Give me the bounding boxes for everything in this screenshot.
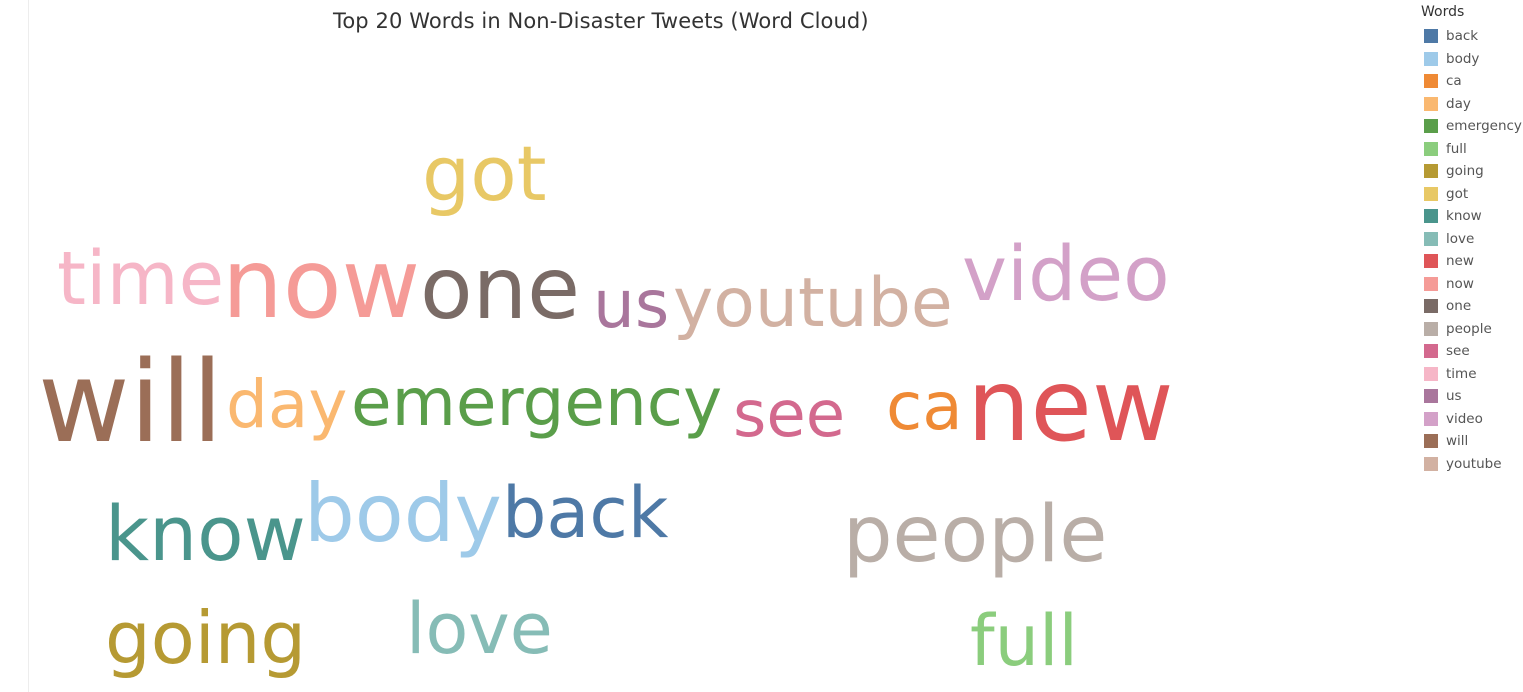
legend-swatch <box>1424 366 1438 381</box>
chart-title: Top 20 Words in Non-Disaster Tweets (Wor… <box>333 9 869 33</box>
legend-label: back <box>1446 28 1479 45</box>
legend-item-new[interactable]: new <box>1421 250 1521 273</box>
legend-label: emergency <box>1446 118 1522 135</box>
legend-item-day[interactable]: day <box>1421 93 1521 116</box>
legend-item-people[interactable]: people <box>1421 318 1521 341</box>
legend-swatch <box>1424 119 1438 134</box>
left-border <box>28 0 29 692</box>
legend-label: new <box>1446 253 1474 270</box>
legend-swatch <box>1424 344 1438 359</box>
legend-swatch <box>1424 74 1438 89</box>
legend-swatch <box>1424 96 1438 111</box>
legend-swatch <box>1424 321 1438 336</box>
legend-swatch <box>1424 456 1438 471</box>
word-going: going <box>105 596 307 680</box>
legend-label: one <box>1446 298 1472 315</box>
word-day: day <box>226 366 348 443</box>
legend-item-will[interactable]: will <box>1421 430 1521 453</box>
legend-swatch <box>1424 51 1438 66</box>
legend-swatch <box>1424 254 1438 269</box>
legend-swatch <box>1424 434 1438 449</box>
legend-swatch <box>1424 299 1438 314</box>
word-us: us <box>593 266 670 343</box>
legend-item-back[interactable]: back <box>1421 25 1521 48</box>
legend-swatch <box>1424 276 1438 291</box>
legend-label: day <box>1446 95 1471 112</box>
legend-item-body[interactable]: body <box>1421 48 1521 71</box>
legend-item-emergency[interactable]: emergency <box>1421 115 1522 138</box>
word-got: got <box>422 129 547 218</box>
legend-list: back body ca day emergency full going got know lo… <box>1421 25 1522 476</box>
legend-label: know <box>1446 208 1482 225</box>
legend-item-got[interactable]: got <box>1421 183 1521 206</box>
legend-item-video[interactable]: video <box>1421 408 1521 431</box>
word-youtube: youtube <box>673 264 953 343</box>
legend-swatch <box>1424 389 1438 404</box>
legend-item-youtube[interactable]: youtube <box>1421 453 1521 476</box>
legend-item-now[interactable]: now <box>1421 273 1521 296</box>
legend-title: Words <box>1421 4 1465 20</box>
legend-item-love[interactable]: love <box>1421 228 1521 251</box>
word-now: now <box>222 228 421 340</box>
legend-label: video <box>1446 410 1483 427</box>
legend-item-us[interactable]: us <box>1421 385 1521 408</box>
legend-swatch <box>1424 209 1438 224</box>
legend-label: see <box>1446 343 1470 360</box>
word-know: know <box>105 489 306 578</box>
legend-swatch <box>1424 186 1438 201</box>
word-emergency: emergency <box>351 364 723 441</box>
word-full: full <box>970 600 1078 682</box>
legend-swatch <box>1424 29 1438 44</box>
word-back: back <box>502 472 669 554</box>
legend-item-time[interactable]: time <box>1421 363 1521 386</box>
legend-label: body <box>1446 50 1480 67</box>
legend-swatch <box>1424 411 1438 426</box>
legend-label: people <box>1446 320 1492 337</box>
word-new: new <box>967 347 1174 464</box>
word-love: love <box>406 588 553 670</box>
legend-label: will <box>1446 433 1469 450</box>
legend-label: now <box>1446 275 1474 292</box>
legend-label: ca <box>1446 73 1462 90</box>
legend-label: full <box>1446 140 1467 157</box>
legend-swatch <box>1424 231 1438 246</box>
legend-label: got <box>1446 185 1469 202</box>
legend-label: youtube <box>1446 455 1502 472</box>
word-will: will <box>38 338 223 468</box>
word-one: one <box>420 239 581 339</box>
legend-label: going <box>1446 163 1484 180</box>
legend-label: love <box>1446 230 1475 247</box>
legend-item-know[interactable]: know <box>1421 205 1521 228</box>
word-people: people <box>843 490 1108 580</box>
legend-item-see[interactable]: see <box>1421 340 1521 363</box>
word-see: see <box>733 378 846 452</box>
legend-item-one[interactable]: one <box>1421 295 1521 318</box>
legend-label: time <box>1446 365 1477 382</box>
word-video: video <box>962 229 1170 318</box>
legend-item-ca[interactable]: ca <box>1421 70 1521 93</box>
word-cloud: got time now one us youtube video will day emerge… <box>38 129 1174 682</box>
legend-label: us <box>1446 388 1462 405</box>
legend: Words back body ca day emergency full going got… <box>1421 3 1522 476</box>
word-time: time <box>57 236 225 322</box>
word-body: body <box>304 467 502 560</box>
legend-item-full[interactable]: full <box>1421 138 1521 161</box>
legend-swatch <box>1424 141 1438 156</box>
legend-item-going[interactable]: going <box>1421 160 1521 183</box>
word-ca: ca <box>886 368 963 445</box>
legend-swatch <box>1424 164 1438 179</box>
